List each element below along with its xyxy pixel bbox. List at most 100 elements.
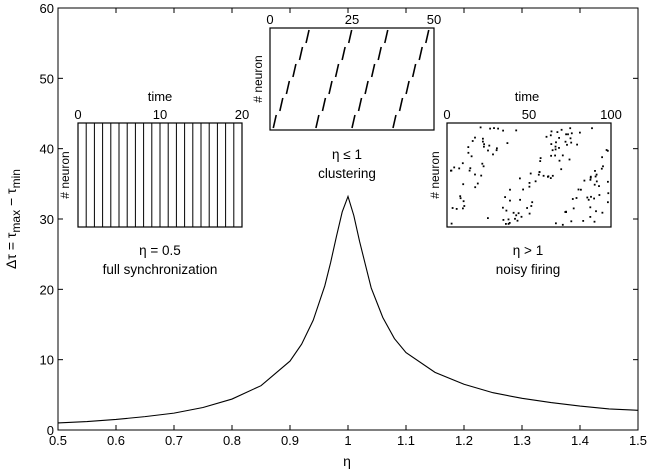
spike-dot	[558, 147, 560, 149]
spike-dot	[577, 188, 580, 191]
spike-dot	[526, 207, 528, 209]
spike-dot	[470, 155, 473, 158]
spike-band	[364, 80, 369, 95]
spike-dot	[487, 149, 489, 152]
inset-noisy-caption-2: noisy firing	[496, 262, 561, 277]
spike-band	[341, 46, 346, 61]
main-ticks	[57, 7, 639, 431]
spike-dot	[471, 140, 474, 142]
x-tick-label: 0.8	[223, 433, 241, 448]
inset-noisy-tick-2: 100	[600, 107, 622, 122]
spike-band	[285, 80, 291, 95]
spike-band	[334, 63, 340, 78]
spike-dot	[571, 198, 574, 200]
inset-noisy-tick-0: 0	[443, 107, 450, 122]
spike-dot	[462, 183, 465, 186]
spike-dot	[550, 154, 552, 157]
series-line	[57, 194, 639, 424]
spike-dot	[564, 140, 567, 143]
spike-dot	[598, 194, 601, 196]
spike-dot	[492, 153, 494, 156]
spike-dot	[601, 156, 603, 159]
spike-band	[305, 29, 310, 44]
x-tick-label: 1.1	[397, 433, 415, 448]
spike-dot	[605, 149, 608, 151]
spike-dot	[474, 136, 476, 139]
spike-dot	[487, 217, 489, 219]
x-tick-label: 0.7	[165, 433, 183, 448]
spike-band	[384, 29, 389, 44]
spike-dot	[502, 129, 504, 132]
spike-dot	[607, 180, 609, 183]
spike-dot	[580, 188, 582, 191]
inset-cluster-spikes	[272, 29, 430, 129]
spike-dot	[497, 127, 499, 130]
x-tick-label: 1.4	[571, 433, 589, 448]
spike-dot	[537, 173, 540, 176]
spike-band	[411, 63, 417, 78]
spike-band	[377, 46, 382, 61]
spike-dot	[561, 223, 564, 226]
inset-cluster-caption-2: clustering	[318, 166, 376, 181]
spike-dot	[505, 209, 508, 212]
spike-dot	[538, 171, 541, 173]
spike-dot	[467, 146, 470, 148]
spike-band	[292, 63, 297, 78]
inset-cluster-tick-0: 0	[266, 12, 273, 27]
spike-dot	[508, 222, 511, 224]
spike-dot	[558, 159, 561, 162]
inset-noisy: time 0 50 100 # neuron η > 1 noisy firin…	[428, 89, 622, 277]
x-tick-label: 1.5	[629, 433, 647, 448]
spike-dot	[529, 172, 532, 175]
spike-dot	[558, 137, 560, 139]
spike-dot	[515, 129, 518, 132]
y-tick-label: 30	[40, 212, 54, 227]
spike-dot	[507, 218, 510, 221]
inset-noisy-caption-1: η > 1	[513, 243, 543, 258]
spike-dot	[554, 148, 557, 151]
spike-dot	[568, 158, 571, 161]
spike-dot	[481, 162, 484, 165]
spike-dot	[495, 149, 498, 152]
spike-dot	[561, 154, 564, 157]
spike-dot	[482, 137, 484, 140]
spike-dot	[502, 206, 504, 209]
spike-dot	[450, 169, 453, 172]
spike-band	[398, 97, 404, 112]
spike-dot	[530, 205, 533, 207]
spike-dot	[463, 205, 466, 207]
spike-dot	[570, 141, 573, 144]
spike-dot	[575, 197, 578, 199]
spike-dot	[579, 131, 581, 134]
spike-dot	[519, 198, 521, 201]
spike-dot	[590, 195, 592, 198]
spike-dot	[483, 143, 485, 146]
spike-dot	[453, 166, 456, 169]
spike-dot	[515, 214, 518, 217]
spike-dot	[589, 176, 592, 179]
x-axis-label: η	[343, 453, 351, 469]
spike-dot	[550, 130, 553, 133]
inset-sync-axis-title: time	[148, 89, 173, 104]
x-tick-label: 1	[344, 433, 351, 448]
inset-cluster-caption-1: η ≤ 1	[332, 147, 362, 162]
spike-dot	[567, 133, 569, 136]
spike-dot	[569, 137, 572, 140]
y-tick-label: 60	[40, 1, 54, 16]
spike-dot	[560, 128, 563, 131]
inset-noisy-tick-1: 50	[522, 107, 536, 122]
spike-band	[392, 114, 397, 129]
spike-dot	[549, 134, 552, 137]
spike-dot	[479, 126, 482, 129]
spike-dot	[551, 149, 554, 152]
spike-dot	[582, 220, 585, 222]
spike-dot	[542, 174, 545, 177]
spike-dot	[600, 167, 603, 170]
spike-band	[347, 29, 353, 44]
spike-dot	[517, 212, 520, 215]
spike-dot	[587, 198, 590, 201]
spike-dot	[496, 147, 498, 150]
spike-dot	[519, 177, 521, 180]
spike-dot	[539, 157, 542, 159]
spike-dot	[589, 206, 592, 209]
